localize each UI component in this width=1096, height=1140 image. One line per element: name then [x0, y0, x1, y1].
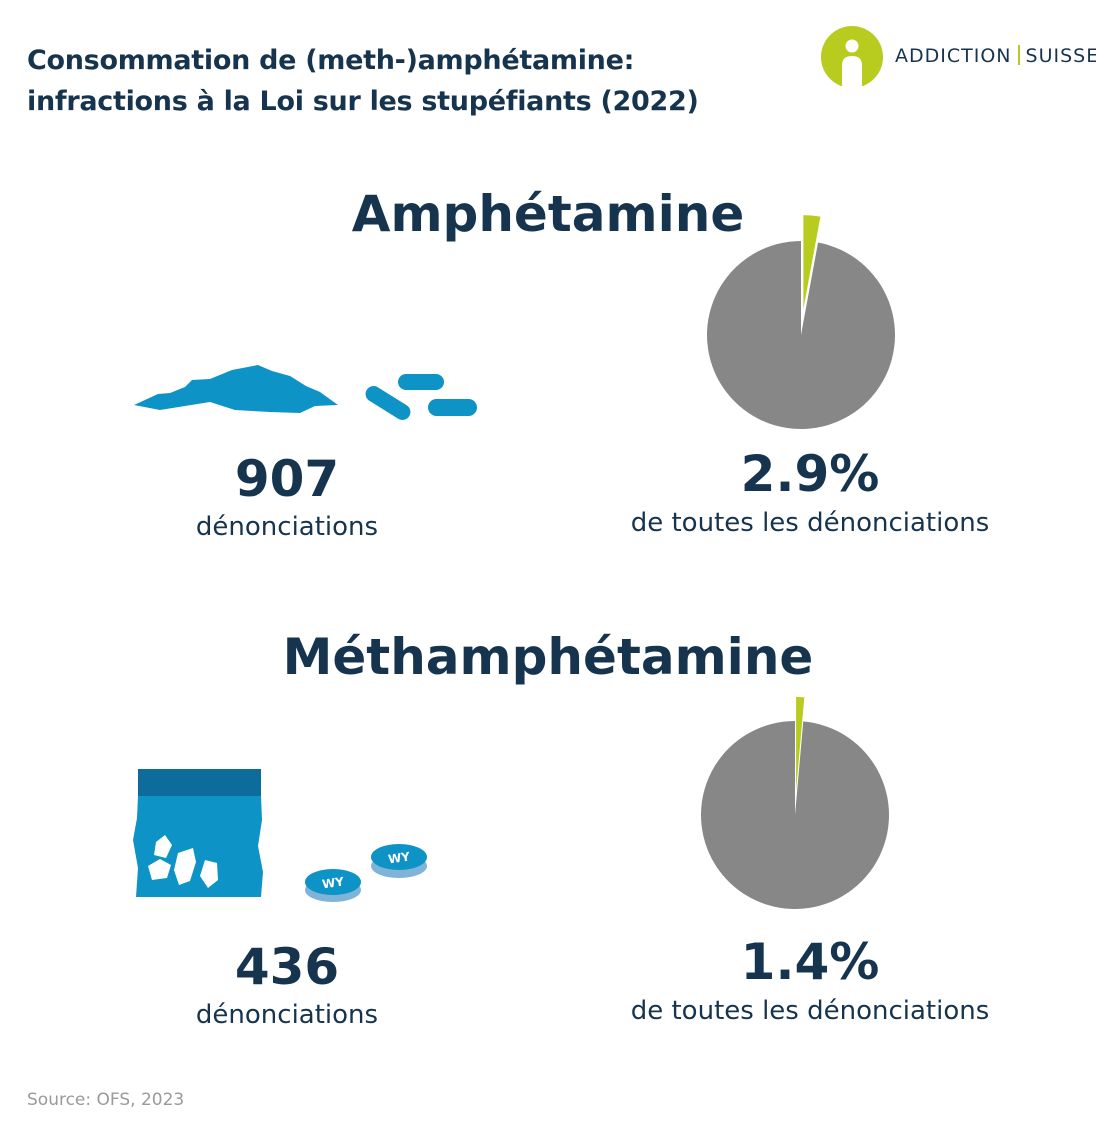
crystal-icon	[200, 860, 218, 888]
capsule-icon	[365, 385, 411, 421]
logo-separator	[1017, 45, 1020, 65]
percent-sublabel-methamphetamine: de toutes les dénonciations	[630, 996, 990, 1026]
powder-pile-icon	[134, 365, 338, 413]
count-label-methamphetamine: dénonciations	[195, 1000, 379, 1030]
title-line-1: Consommation de (meth-)amphétamine:	[27, 45, 635, 76]
count-amphetamine: 907	[234, 450, 340, 508]
crystal-icon	[148, 859, 171, 880]
crystal-icon	[154, 835, 172, 858]
crystal-icon	[174, 848, 196, 885]
percent-amphetamine: 2.9%	[740, 445, 880, 503]
percent-methamphetamine: 1.4%	[740, 933, 880, 991]
pie-slice-highlight	[796, 697, 805, 792]
logo-text-right: SUISSE	[1025, 45, 1096, 67]
bag-body-icon	[133, 796, 263, 897]
logo-text: ADDICTION SUISSE	[895, 45, 1096, 67]
chart-title: Consommation de (meth-)amphétamine: infr…	[27, 40, 699, 122]
capsule-icon	[428, 399, 477, 416]
capsule-icon	[398, 374, 444, 390]
section-title-amphetamine: Amphétamine	[351, 185, 745, 243]
pie-slice-other	[706, 241, 895, 429]
count-methamphetamine: 436	[234, 938, 340, 996]
percent-sublabel-amphetamine: de toutes les dénonciations	[630, 508, 990, 538]
bag-top-icon	[138, 769, 261, 796]
svg-text:WY: WY	[321, 875, 345, 892]
addiction-suisse-logo: ADDICTION SUISSE	[820, 25, 1096, 90]
source-note: Source: OFS, 2023	[27, 1090, 185, 1110]
svg-text:WY: WY	[387, 850, 411, 867]
title-line-2: infractions à la Loi sur les stupéfiants…	[27, 86, 699, 117]
addiction-suisse-logo-icon	[821, 26, 883, 88]
section-title-methamphetamine: Méthamphétamine	[282, 628, 814, 686]
pill-icon	[371, 844, 427, 870]
count-label-amphetamine: dénonciations	[195, 512, 379, 542]
logo-text-left: ADDICTION	[895, 45, 1012, 67]
pill-icon	[305, 869, 361, 895]
pie-slice-other	[701, 721, 890, 909]
